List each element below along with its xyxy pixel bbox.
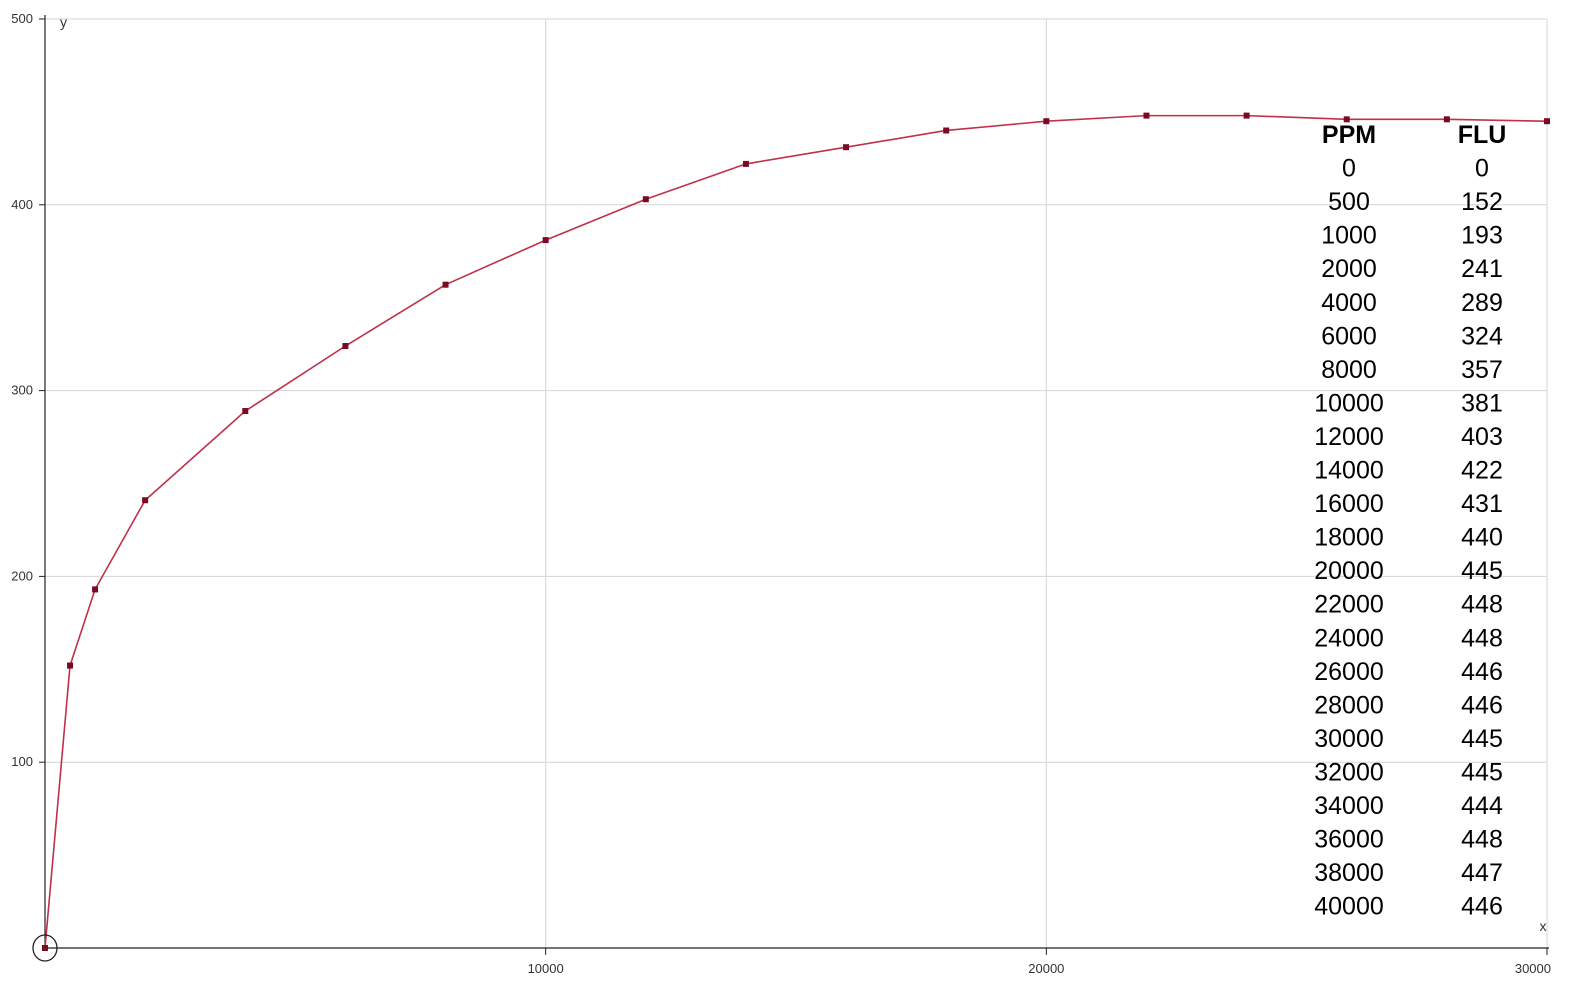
data-point — [843, 144, 850, 151]
data-point — [442, 281, 449, 288]
x-tick-label: 30000 — [1515, 961, 1551, 976]
table-cell: 448 — [1461, 624, 1503, 652]
data-point — [1544, 118, 1550, 125]
table-cell: 30000 — [1314, 725, 1384, 753]
table-cell: 324 — [1461, 322, 1503, 350]
table-cell: 444 — [1461, 792, 1503, 820]
table-cell: 2000 — [1321, 255, 1377, 283]
table-cell: 0 — [1475, 155, 1489, 183]
series-layer — [32, 112, 1550, 962]
table-cell: 18000 — [1314, 524, 1384, 552]
table-cell: 448 — [1461, 826, 1503, 854]
table-cell: 10000 — [1314, 389, 1384, 417]
table-cell: 448 — [1461, 591, 1503, 619]
table-cell: 38000 — [1314, 859, 1384, 887]
table-cell: 431 — [1461, 490, 1503, 518]
table-cell: 32000 — [1314, 758, 1384, 786]
table-cell: 6000 — [1321, 322, 1377, 350]
table-cell: 446 — [1461, 893, 1503, 921]
table-cell: 446 — [1461, 691, 1503, 719]
data-point — [42, 945, 48, 951]
table-cell: 24000 — [1314, 624, 1384, 652]
data-point — [1343, 116, 1350, 123]
table-cell: 1000 — [1321, 222, 1377, 250]
data-point — [943, 127, 950, 134]
table-cell: 447 — [1461, 859, 1503, 887]
data-point — [542, 237, 549, 244]
data-point — [142, 497, 149, 504]
table-cell: 500 — [1328, 188, 1370, 216]
x-tick-label: 20000 — [1028, 961, 1064, 976]
table-cell: 446 — [1461, 658, 1503, 686]
table-cell: 241 — [1461, 255, 1503, 283]
data-point — [1443, 116, 1450, 123]
table-cell: 422 — [1461, 457, 1503, 485]
data-point — [1143, 112, 1150, 119]
y-tick-label: 300 — [11, 383, 33, 398]
x-axis-label: x — [1540, 918, 1547, 934]
table-cell: 193 — [1461, 222, 1503, 250]
origin-marker-circle — [32, 934, 58, 962]
table-cell: 14000 — [1314, 457, 1384, 485]
table-cell: 445 — [1461, 557, 1503, 585]
table-cell: 445 — [1461, 725, 1503, 753]
table-header: PPM — [1322, 121, 1376, 149]
y-tick-label: 400 — [11, 197, 33, 212]
table-cell: 357 — [1461, 356, 1503, 384]
table-cell: 16000 — [1314, 490, 1384, 518]
data-point — [92, 586, 99, 593]
y-axis-label: y — [60, 14, 67, 30]
table-header: FLU — [1458, 121, 1507, 149]
series-line — [44, 114, 1548, 949]
table-cell: 289 — [1461, 289, 1503, 317]
table-cell: 20000 — [1314, 557, 1384, 585]
table-cell: 22000 — [1314, 591, 1384, 619]
table-cell: 4000 — [1321, 289, 1377, 317]
table-cell: 0 — [1342, 155, 1356, 183]
y-tick-label: 100 — [11, 754, 33, 769]
x-tick-label: 10000 — [528, 961, 564, 976]
y-tick-label: 500 — [11, 11, 33, 26]
table-cell: 28000 — [1314, 691, 1384, 719]
table-cell: 152 — [1461, 188, 1503, 216]
table-cell: 12000 — [1314, 423, 1384, 451]
data-point — [67, 662, 74, 669]
data-point — [742, 160, 749, 167]
table-cell: 403 — [1461, 423, 1503, 451]
grid-layer — [45, 18, 1548, 948]
table-cell: 40000 — [1314, 893, 1384, 921]
table-cell: 445 — [1461, 758, 1503, 786]
table-cell: 34000 — [1314, 792, 1384, 820]
table-cell: 8000 — [1321, 356, 1377, 384]
y-tick-label: 200 — [11, 568, 33, 583]
data-point — [342, 343, 349, 350]
table-cell: 381 — [1461, 389, 1503, 417]
data-point — [1043, 118, 1050, 125]
data-table: PPM FLU 0 0 500 152 1000 193 2000 241 4000 289 6000 3… — [1314, 121, 1506, 921]
data-point — [1243, 112, 1250, 119]
table-cell: 36000 — [1314, 826, 1384, 854]
data-point — [242, 408, 249, 415]
table-cell: 26000 — [1314, 658, 1384, 686]
data-point — [642, 196, 649, 203]
table-cell: 440 — [1461, 524, 1503, 552]
